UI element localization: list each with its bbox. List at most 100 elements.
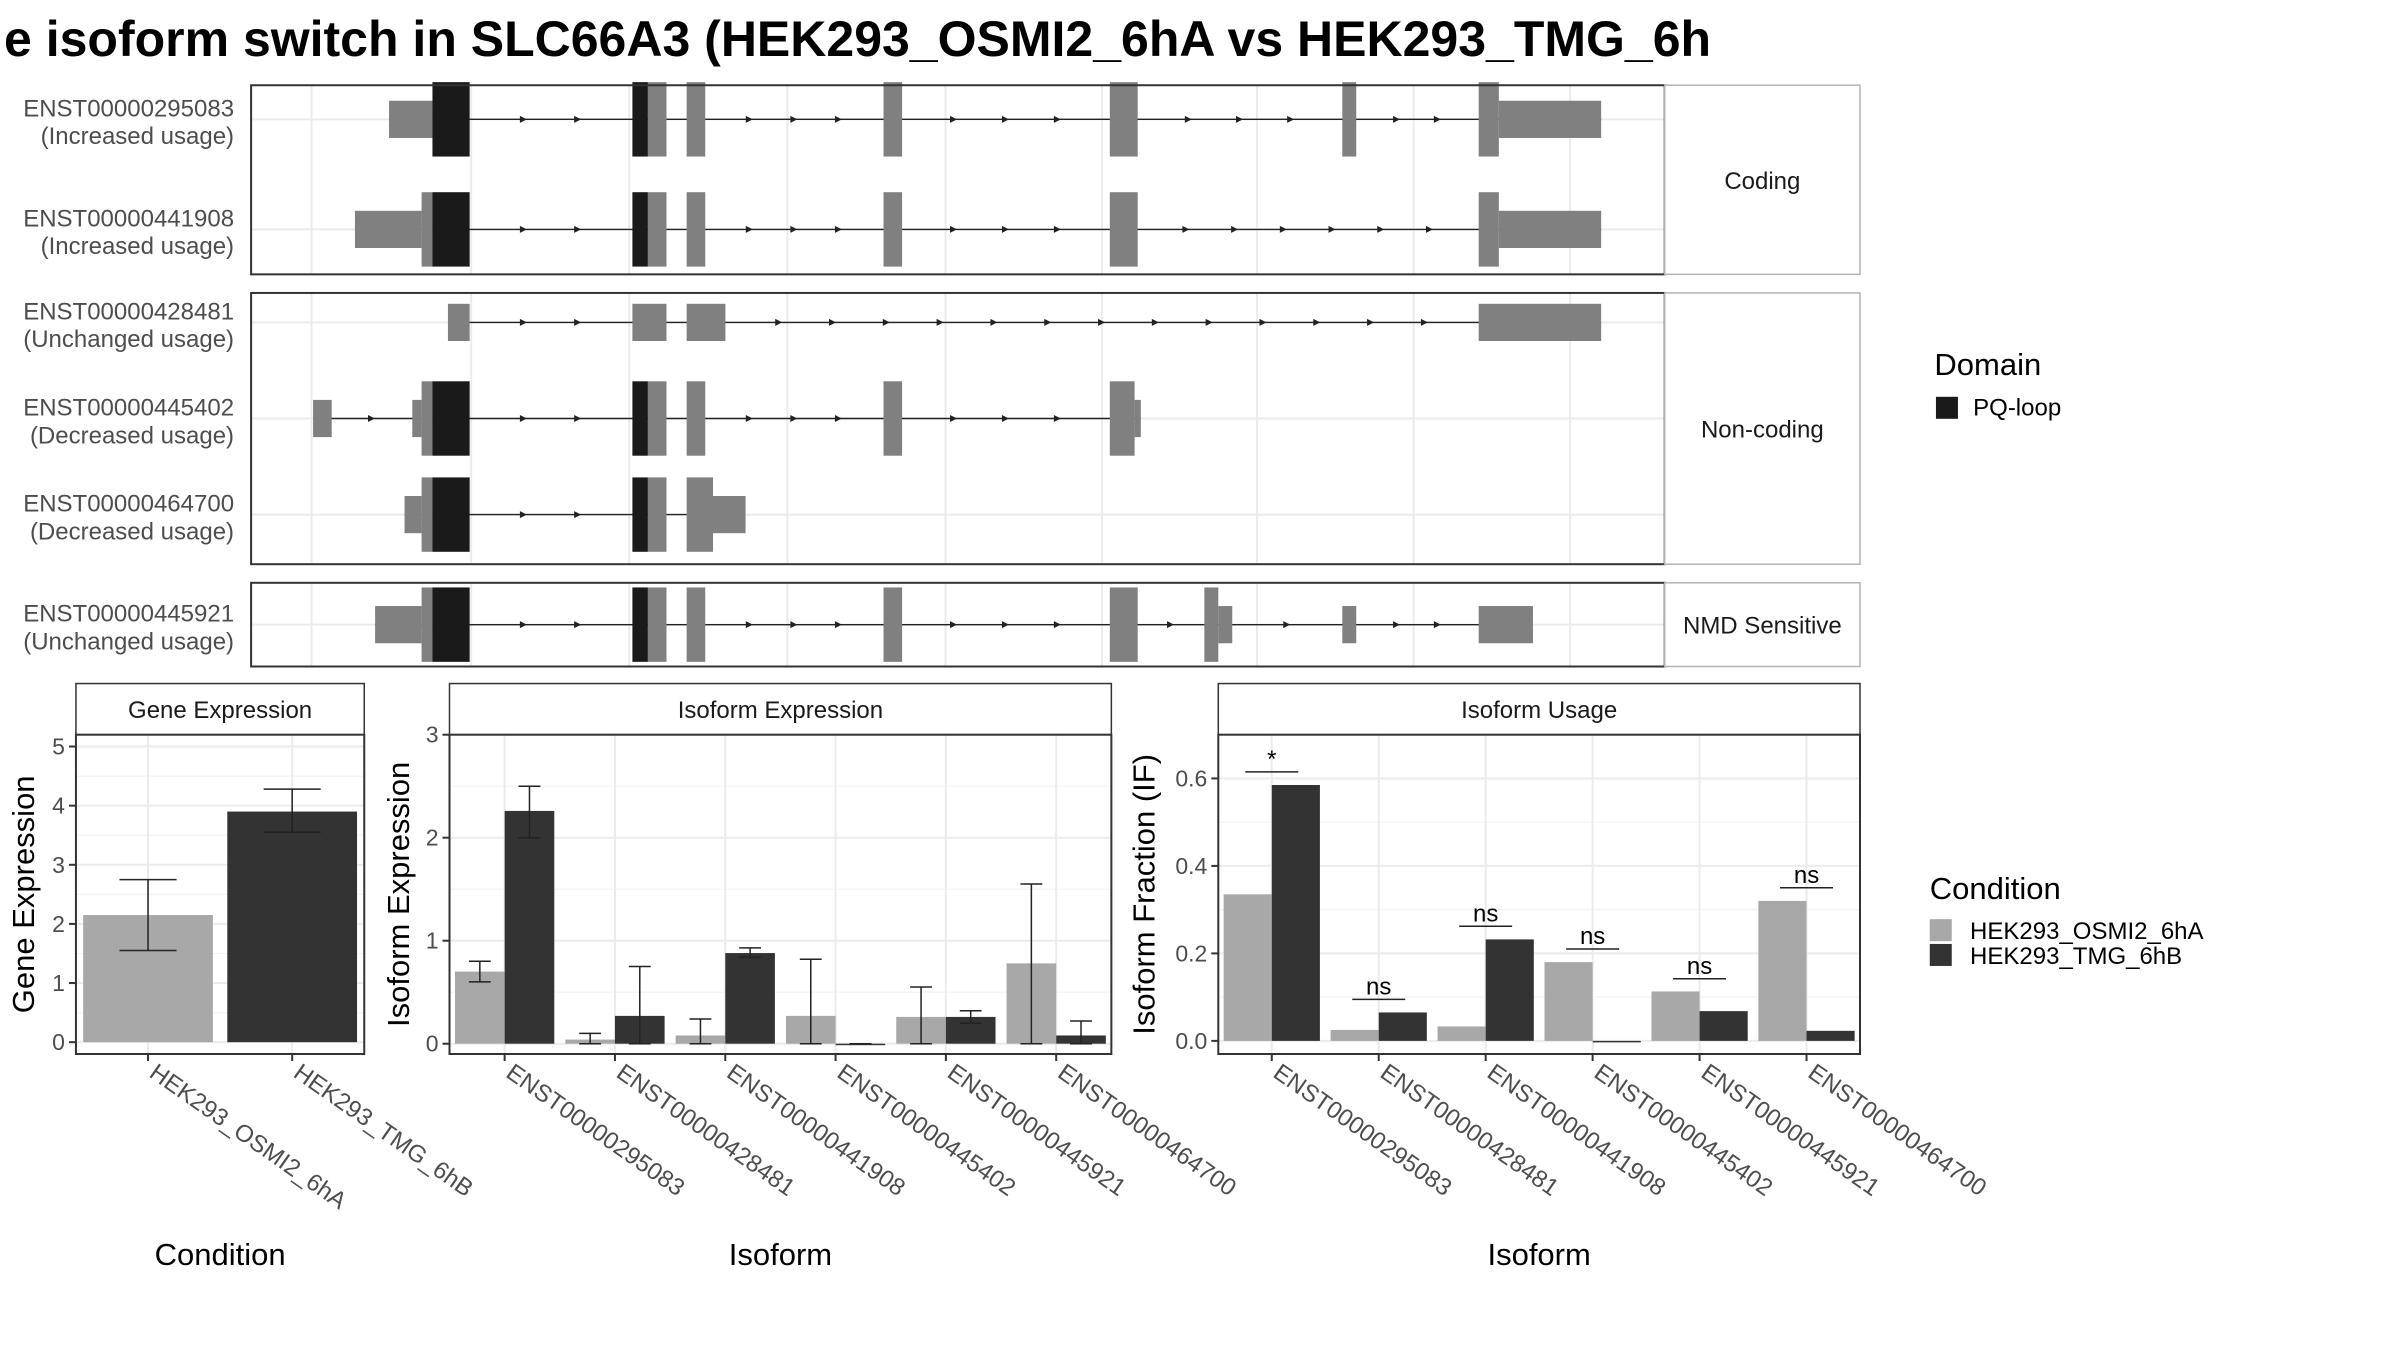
y-tick-label: 1 [426, 928, 439, 954]
group-strip-label: Non-coding [1701, 417, 1824, 444]
bar [1378, 1012, 1427, 1041]
intron-direction-arrow [834, 225, 842, 233]
transcript-structure-panel: ENST00000295083(Increased usage)ENST0000… [23, 82, 1861, 668]
intron-direction-arrow [574, 225, 582, 233]
pq-loop-domain-exon [432, 587, 470, 662]
intron-direction-arrow [1393, 621, 1401, 629]
x-tick-label: ENST00000445402 [1589, 1059, 1777, 1202]
transcript-usage-label: (Increased usage) [41, 123, 234, 150]
significance-label: ns [1473, 900, 1498, 927]
x-tick-label: ENST00000295083 [1268, 1059, 1456, 1202]
exon [1478, 303, 1602, 341]
intron-direction-arrow [950, 225, 958, 233]
x-tick-label: ENST00000428481 [1375, 1059, 1563, 1202]
chart-title: Isoform Expression [678, 697, 883, 724]
intron-direction-arrow [1393, 115, 1401, 123]
pq-loop-domain-exon [432, 192, 470, 267]
y-tick-label: 1 [52, 970, 65, 996]
exon [421, 587, 433, 662]
plot-bg [449, 734, 1112, 1054]
exon [421, 192, 433, 267]
exon [421, 477, 433, 552]
intron-direction-arrow [745, 415, 753, 422]
exon [647, 192, 667, 267]
x-tick-label: ENST00000441908 [1482, 1059, 1670, 1202]
intron-direction-arrow [519, 318, 527, 326]
exon [447, 303, 470, 341]
x-axis-label: Isoform [1487, 1237, 1590, 1272]
y-tick-label: 3 [426, 722, 439, 748]
intron-direction-arrow [1151, 318, 1159, 326]
intron-direction-arrow [834, 115, 842, 123]
intron-direction-arrow [882, 318, 890, 326]
exon [647, 381, 667, 456]
pq-loop-domain-exon [632, 477, 648, 552]
figure-title: e isoform switch in SLC66A3 (HEK293_OSMI… [4, 11, 1711, 67]
chart-title: Isoform Usage [1461, 697, 1617, 724]
exon [1109, 587, 1138, 662]
exon [1134, 399, 1141, 438]
exon [686, 82, 706, 157]
condition-legend-label: HEK293_OSMI2_6hA [1970, 918, 2203, 945]
bar [227, 811, 358, 1043]
intron-direction-arrow [1433, 115, 1441, 123]
intron-direction-arrow [950, 621, 958, 629]
exon [883, 82, 903, 157]
pq-loop-domain-exon [632, 192, 648, 267]
intron-direction-arrow [1205, 318, 1213, 326]
significance-label: ns [1580, 923, 1605, 950]
intron-direction-arrow [829, 318, 837, 326]
exon [686, 303, 726, 341]
domain-legend-label: PQ-loop [1973, 394, 2061, 421]
bar [1651, 991, 1700, 1041]
intron-direction-arrow [790, 115, 798, 123]
intron-direction-arrow [834, 621, 842, 629]
exon [1342, 82, 1357, 157]
intron-direction-arrow [519, 415, 527, 422]
bar [725, 953, 775, 1044]
intron-direction-arrow [745, 621, 753, 629]
intron-direction-arrow [574, 621, 582, 629]
intron-direction-arrow [368, 415, 375, 422]
intron-direction-arrow [1053, 225, 1061, 233]
domain-legend-key [1935, 396, 1958, 419]
intron-direction-arrow [519, 225, 527, 233]
structure-panel-bg [251, 85, 1665, 275]
intron-direction-arrow [790, 415, 798, 422]
intron-direction-arrow [1001, 225, 1009, 233]
y-tick-label: 4 [52, 793, 65, 819]
intron-direction-arrow [1053, 115, 1061, 123]
x-axis-label: Condition [155, 1237, 286, 1272]
intron-direction-arrow [1328, 225, 1336, 233]
exon [686, 587, 706, 662]
transcript-id-label: ENST00000445921 [23, 601, 234, 628]
intron-direction-arrow [1001, 415, 1009, 422]
bar [1592, 1040, 1641, 1043]
exon [686, 192, 706, 267]
transcript-id-label: ENST00000441908 [23, 205, 234, 232]
x-tick-label: ENST00000428481 [612, 1059, 800, 1202]
intron-direction-arrow [1420, 318, 1428, 326]
condition-legend-key [1929, 919, 1952, 942]
x-tick-label: ENST00000441908 [722, 1059, 910, 1202]
isoform-usage-chart: Isoform Usage 0.0 0.2 0.4 0.6 * ENST0000029508… [1127, 682, 1991, 1272]
exon [883, 192, 903, 267]
plot-border [74, 733, 366, 1055]
intron-direction-arrow [1044, 318, 1052, 326]
y-tick-label: 2 [426, 825, 439, 851]
chart-strip [1217, 682, 1861, 736]
intron-direction-arrow [775, 318, 783, 326]
intron-direction-arrow [790, 621, 798, 629]
intron-direction-arrow [1367, 318, 1375, 326]
transcript-usage-label: (Decreased usage) [30, 518, 234, 545]
exon [686, 477, 713, 552]
bar [1758, 900, 1807, 1041]
significance-label: ns [1366, 973, 1391, 1000]
pq-loop-domain-exon [432, 381, 470, 456]
intron-direction-arrow [1377, 225, 1385, 233]
chart-strip [448, 682, 1113, 736]
group-strip [1663, 84, 1861, 276]
exon [404, 496, 422, 534]
x-tick-label: ENST00000445921 [1696, 1059, 1884, 1202]
